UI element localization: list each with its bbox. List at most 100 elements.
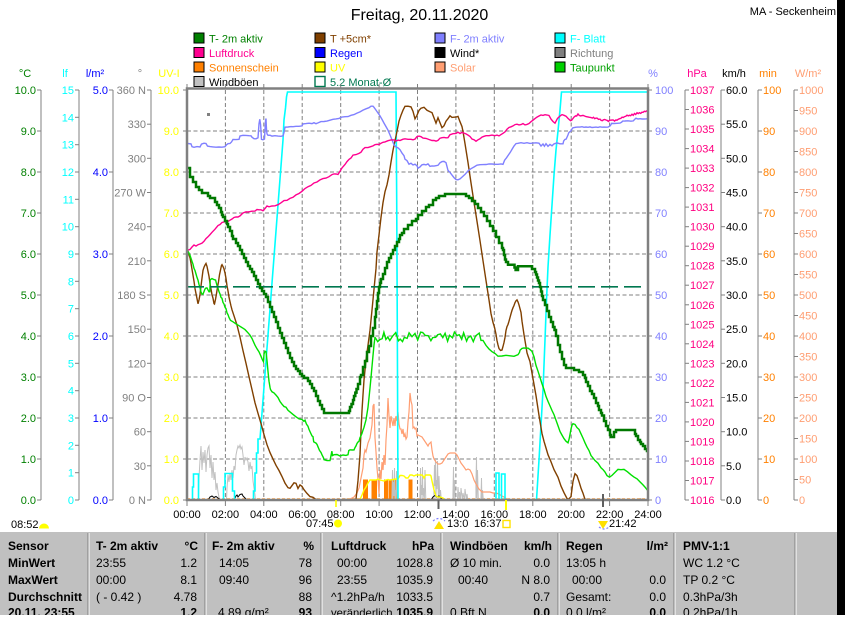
svg-text:750: 750 [799,188,817,200]
svg-text:1000: 1000 [799,85,823,97]
svg-text:120: 120 [128,358,146,370]
svg-text:Regen: Regen [566,539,603,553]
svg-text:T- 2m aktiv: T- 2m aktiv [209,34,263,46]
svg-text:40: 40 [763,331,775,343]
svg-text:4.78: 4.78 [174,590,198,604]
svg-text:88: 88 [299,590,313,604]
svg-text:60.0: 60.0 [726,85,747,97]
svg-text:0.7: 0.7 [533,590,550,604]
svg-text:45.0: 45.0 [726,188,747,200]
svg-text:lf: lf [62,68,68,80]
svg-text:200: 200 [799,413,817,425]
svg-text:330: 330 [128,119,146,131]
svg-text:1: 1 [68,468,74,480]
svg-text:0.0: 0.0 [649,606,666,616]
svg-text:1.0: 1.0 [21,454,36,466]
svg-text:1021: 1021 [690,397,714,409]
svg-text:7.0: 7.0 [21,208,36,220]
svg-text:1031: 1031 [690,202,714,214]
svg-text:150: 150 [799,434,817,446]
svg-text:90: 90 [655,126,667,138]
svg-text:600: 600 [799,249,817,261]
svg-text:270 W: 270 W [114,188,146,200]
svg-text:5.0: 5.0 [164,290,179,302]
svg-text:80: 80 [655,167,667,179]
svg-text:350: 350 [799,352,817,364]
svg-text:1025: 1025 [690,319,714,331]
svg-text:10:00: 10:00 [365,509,393,521]
svg-text:3.0: 3.0 [93,249,108,261]
svg-text:2.0: 2.0 [93,331,108,343]
svg-text:20: 20 [763,413,775,425]
svg-text:250: 250 [799,393,817,405]
svg-text:1028: 1028 [690,261,714,273]
svg-text:veränderlich: veränderlich [331,608,393,616]
svg-text:40.0: 40.0 [726,222,747,234]
svg-text:1.2: 1.2 [180,606,197,616]
svg-text:1030: 1030 [690,222,714,234]
svg-text:^1.2hPa/h: ^1.2hPa/h [331,590,385,604]
svg-text:4: 4 [68,386,74,398]
svg-text:55.0: 55.0 [726,119,747,131]
svg-text:5.0: 5.0 [93,85,108,97]
svg-text:F- 2m aktiv: F- 2m aktiv [450,34,505,46]
svg-text:550: 550 [799,270,817,282]
svg-text:MinWert: MinWert [8,556,55,570]
svg-text:25.0: 25.0 [726,324,747,336]
svg-text:Windböen: Windböen [450,539,508,553]
svg-text:50: 50 [655,290,667,302]
svg-text:00:00: 00:00 [96,573,126,587]
svg-text:F- Blatt: F- Blatt [570,34,605,46]
svg-text:8.0: 8.0 [21,167,36,179]
svg-text:96: 96 [299,573,313,587]
svg-text:W/m²: W/m² [795,68,822,80]
svg-text:0.0 l/m²: 0.0 l/m² [566,606,606,616]
svg-text:100: 100 [799,454,817,466]
svg-text:00:40: 00:40 [458,573,488,587]
svg-text:10: 10 [655,454,667,466]
svg-text:0: 0 [763,495,769,507]
svg-text:5.2 Monat-Ø: 5.2 Monat-Ø [330,77,392,89]
svg-text:4.89 g/m²: 4.89 g/m² [218,606,269,616]
svg-text:1029: 1029 [690,241,714,253]
svg-text:1037: 1037 [690,85,714,97]
svg-text:°C: °C [19,68,31,80]
svg-text:1035.9: 1035.9 [396,606,433,616]
svg-text:23:55: 23:55 [337,573,367,587]
svg-text:9: 9 [68,249,74,261]
svg-text:60: 60 [134,427,146,439]
svg-text:00:00: 00:00 [173,509,201,521]
svg-text:360 N: 360 N [117,85,146,97]
svg-text:70: 70 [655,208,667,220]
svg-text:800: 800 [799,167,817,179]
svg-text:1027: 1027 [690,280,714,292]
svg-text:900: 900 [799,126,817,138]
svg-text:hPa: hPa [412,539,434,553]
svg-text:9.0: 9.0 [21,126,36,138]
svg-text:Sensor: Sensor [8,539,49,553]
svg-text:6.0: 6.0 [21,249,36,261]
svg-text:12:00: 12:00 [404,509,432,521]
svg-text:14:00: 14:00 [442,509,470,521]
svg-text:700: 700 [799,208,817,220]
svg-text:13:05 h: 13:05 h [566,556,606,570]
svg-text:78: 78 [299,556,313,570]
svg-text:100: 100 [763,85,781,97]
svg-text:PMV-1:1: PMV-1:1 [683,539,730,553]
svg-text:1.2: 1.2 [180,556,197,570]
svg-text:Freitag, 20.11.2020: Freitag, 20.11.2020 [351,7,489,24]
svg-text:30.0: 30.0 [726,290,747,302]
svg-text:4.0: 4.0 [21,331,36,343]
svg-text:5.0: 5.0 [21,290,36,302]
svg-text:0.0: 0.0 [649,590,666,604]
svg-text:%: % [648,68,658,80]
svg-text:0: 0 [799,495,805,507]
svg-text:Taupunkt: Taupunkt [570,63,615,75]
svg-text:0.0: 0.0 [726,495,741,507]
svg-text:240: 240 [128,222,146,234]
svg-text:14: 14 [62,112,74,124]
svg-text:8: 8 [68,276,74,288]
svg-text:11: 11 [63,194,74,206]
svg-text:7: 7 [68,304,74,316]
svg-text:hPa: hPa [687,68,707,80]
